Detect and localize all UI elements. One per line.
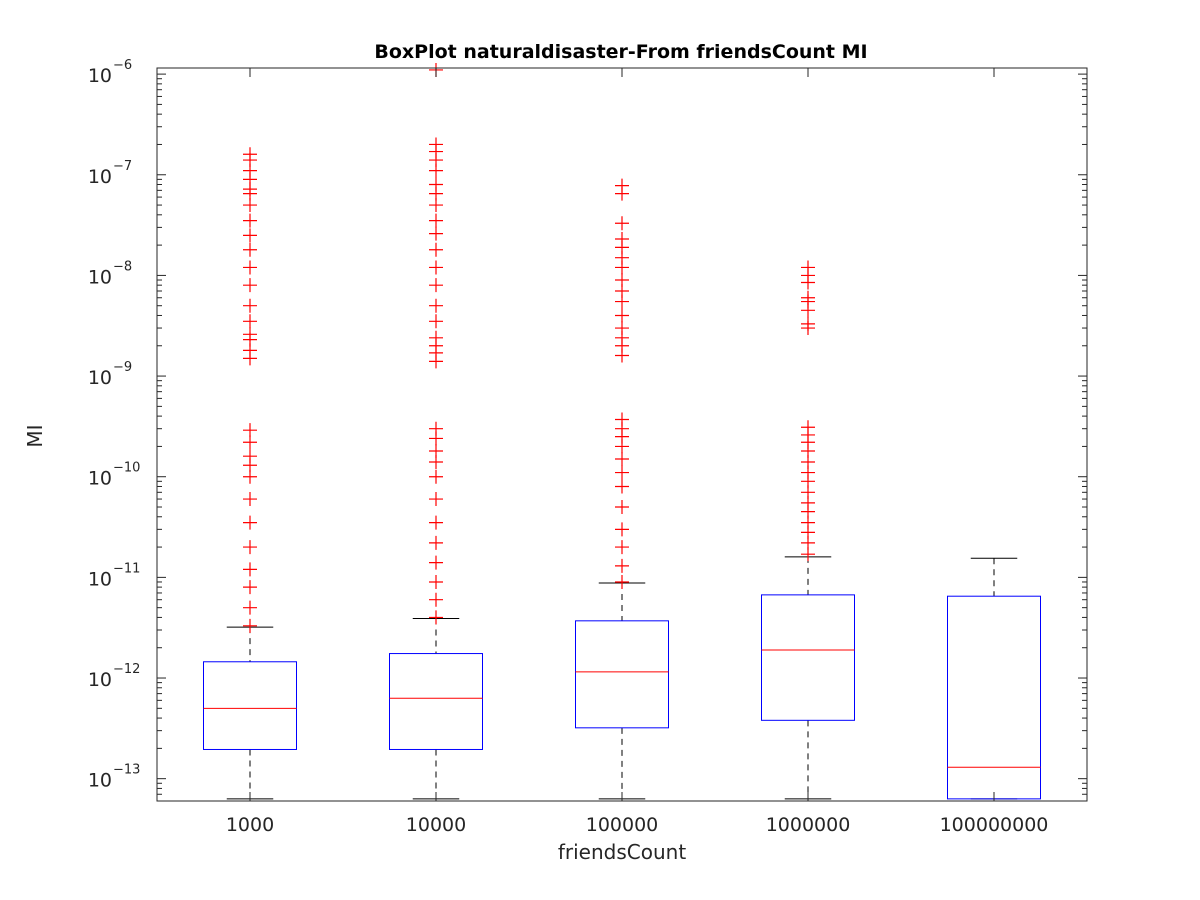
outlier-point xyxy=(615,178,629,193)
outlier-point xyxy=(429,137,443,152)
outlier-point xyxy=(429,515,443,530)
chart-title: BoxPlot naturaldisaster-From friendsCoun… xyxy=(374,41,867,63)
outlier-point xyxy=(429,177,443,192)
outlier-point xyxy=(615,574,629,589)
outlier-point xyxy=(243,278,257,293)
y-tick-exponent: −11 xyxy=(113,561,140,576)
outlier-point xyxy=(801,316,815,331)
outlier-point xyxy=(243,600,257,615)
outlier-point xyxy=(243,327,257,342)
box-iqr xyxy=(389,653,483,750)
outlier-point xyxy=(429,330,443,345)
outlier-point xyxy=(615,500,629,515)
outlier-point xyxy=(429,260,443,275)
outlier-point xyxy=(429,421,443,436)
y-tick-label: 10 xyxy=(88,367,112,389)
box-iqr xyxy=(203,661,297,750)
outlier-point xyxy=(429,469,443,484)
outlier-point xyxy=(243,435,257,450)
outlier-point xyxy=(615,273,629,288)
x-tick-label: 100000 xyxy=(586,814,659,836)
outlier-point xyxy=(615,465,629,480)
outlier-point xyxy=(429,444,443,459)
x-tick-label: 100000000 xyxy=(940,814,1049,836)
outlier-point xyxy=(429,592,443,607)
outlier-point xyxy=(243,492,257,507)
y-axis-label: MI xyxy=(23,424,47,447)
outlier-point xyxy=(615,558,629,573)
outlier-point xyxy=(429,314,443,329)
outlier-point xyxy=(243,562,257,577)
outlier-point xyxy=(243,228,257,243)
outlier-point xyxy=(429,610,443,625)
outlier-point xyxy=(615,321,629,336)
outlier-point xyxy=(243,242,257,257)
outlier-point xyxy=(429,298,443,313)
outlier-point xyxy=(429,213,443,228)
outlier-point xyxy=(615,479,629,494)
outlier-point xyxy=(243,618,257,633)
outlier-point xyxy=(615,308,629,323)
y-tick-label: 10 xyxy=(88,266,112,288)
x-tick-label: 1000 xyxy=(226,814,274,836)
x-tick-label: 1000000 xyxy=(766,814,851,836)
outlier-point xyxy=(615,540,629,555)
outlier-point xyxy=(429,492,443,507)
x-axis-label: friendsCount xyxy=(558,840,686,864)
outlier-point xyxy=(243,314,257,329)
plot-area xyxy=(203,62,1041,800)
outlier-point xyxy=(429,574,443,589)
box-iqr xyxy=(761,594,855,721)
outlier-point xyxy=(615,232,629,247)
outlier-point xyxy=(243,298,257,313)
y-tick-label: 10 xyxy=(88,65,112,87)
y-tick-exponent: −9 xyxy=(113,360,132,375)
outlier-point xyxy=(429,278,443,293)
y-tick-exponent: −7 xyxy=(113,159,132,174)
outlier-point xyxy=(801,420,815,435)
y-tick-label: 10 xyxy=(88,468,112,490)
outlier-point xyxy=(615,522,629,537)
outlier-point xyxy=(615,412,629,427)
outlier-point xyxy=(801,260,815,275)
y-tick-label: 10 xyxy=(88,770,112,792)
outlier-point xyxy=(243,449,257,464)
box-iqr xyxy=(575,620,669,729)
outlier-point xyxy=(243,213,257,228)
outlier-point xyxy=(243,260,257,275)
outlier-point xyxy=(243,580,257,595)
outlier-point xyxy=(429,555,443,570)
x-tick-label: 10000 xyxy=(406,814,466,836)
outlier-point xyxy=(615,216,629,231)
y-tick-label: 10 xyxy=(88,166,112,188)
outlier-point xyxy=(243,540,257,555)
outlier-point xyxy=(429,226,443,241)
outlier-point xyxy=(243,515,257,530)
outlier-point xyxy=(243,423,257,438)
y-tick-exponent: −10 xyxy=(113,461,140,476)
y-tick-exponent: −6 xyxy=(113,58,132,73)
y-tick-exponent: −8 xyxy=(113,259,132,274)
outlier-point xyxy=(801,290,815,305)
y-tick-label: 10 xyxy=(88,669,112,691)
outlier-point xyxy=(615,451,629,466)
y-tick-label: 10 xyxy=(88,568,112,590)
y-tick-exponent: −13 xyxy=(113,763,140,778)
outlier-point xyxy=(429,242,443,257)
y-tick-exponent: −12 xyxy=(113,662,140,677)
outlier-point xyxy=(243,147,257,162)
outlier-point xyxy=(429,535,443,550)
